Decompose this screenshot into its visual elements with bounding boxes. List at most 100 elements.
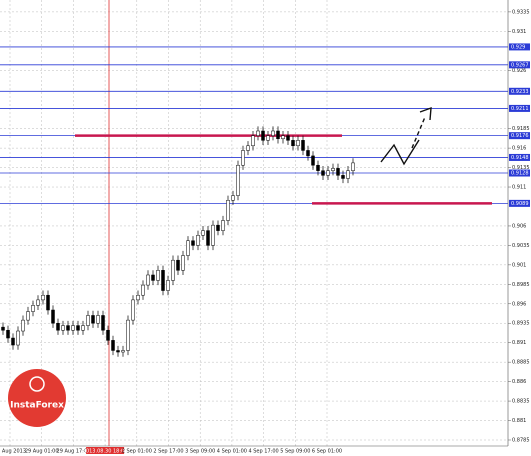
logo-text: InstaForex xyxy=(10,401,64,411)
y-tick-label: 0.9135 xyxy=(512,165,530,171)
level-label: 0.9233 xyxy=(511,89,529,95)
candle-body xyxy=(131,299,135,321)
candle-body xyxy=(286,135,290,141)
candles xyxy=(1,126,355,357)
candle-body xyxy=(231,195,235,201)
y-tick-label: 0.881 xyxy=(512,418,526,424)
candle-body xyxy=(321,170,325,176)
y-tick-label: 0.926 xyxy=(512,68,526,74)
candle-body xyxy=(166,280,170,291)
candle-body xyxy=(81,325,85,331)
y-tick-label: 0.911 xyxy=(512,185,526,191)
level-label: 0.929 xyxy=(511,44,525,50)
candle-body xyxy=(276,130,280,140)
candle-body xyxy=(196,235,200,246)
candle-body xyxy=(146,274,150,286)
candle-body xyxy=(96,315,100,324)
candle-body xyxy=(301,140,305,151)
candle-body xyxy=(101,315,105,331)
candle-body xyxy=(116,350,120,353)
axis: 0.8785 0.881 0.8835 0.886 0.8885 0.891 0.8935 0… xyxy=(0,9,530,455)
candle-body xyxy=(236,164,240,196)
candle-body xyxy=(181,255,185,271)
candle-body xyxy=(46,294,50,311)
candle-body xyxy=(56,322,60,331)
y-tick-label: 0.891 xyxy=(512,340,526,346)
candle-body xyxy=(266,135,270,141)
y-tick-label: 0.901 xyxy=(512,262,526,268)
y-tick-label: 0.8785 xyxy=(512,437,530,443)
candle-body xyxy=(306,150,310,157)
candle-body xyxy=(11,337,15,346)
candle-body xyxy=(136,294,140,301)
logo: InstaForex xyxy=(8,369,66,427)
y-tick-label: 0.8835 xyxy=(512,399,530,405)
x-tick-highlight xyxy=(86,447,125,454)
candle-body xyxy=(206,230,210,246)
candle-body xyxy=(16,330,20,346)
candle-body xyxy=(246,145,250,151)
candle-body xyxy=(111,340,115,351)
level-label: 0.9267 xyxy=(511,62,529,68)
forecast-arrowhead xyxy=(419,106,432,121)
candle-body xyxy=(66,325,70,331)
x-tick-label: 3 Sep 09:00 xyxy=(185,449,215,455)
candle-body xyxy=(201,230,205,236)
level-box xyxy=(509,169,530,177)
candle-body xyxy=(291,140,295,147)
candle-body xyxy=(251,135,255,147)
y-tick-label: 0.8885 xyxy=(512,360,530,366)
level-label: 0.9176 xyxy=(511,133,529,139)
candle-body xyxy=(311,155,315,166)
candle-body xyxy=(191,240,195,246)
candle-body xyxy=(281,135,285,140)
y-tick-label: 0.9335 xyxy=(512,9,530,15)
level-box xyxy=(509,61,530,69)
forecast-dashed xyxy=(411,116,426,149)
candle-body xyxy=(141,284,145,296)
candle-body xyxy=(341,175,345,179)
candle-body xyxy=(186,240,190,256)
candle-body xyxy=(221,220,225,231)
x-tick-label: 28 Aug 2013 xyxy=(0,449,26,455)
candle-body xyxy=(121,350,125,353)
candle-body xyxy=(346,170,350,179)
candle-body xyxy=(91,315,95,324)
level-box xyxy=(509,199,530,207)
level-label: 0.9211 xyxy=(511,106,529,112)
candle-body xyxy=(226,200,230,221)
level-box xyxy=(509,87,530,95)
candle-body xyxy=(126,319,130,351)
y-tick-label: 0.931 xyxy=(512,29,526,35)
candle-body xyxy=(336,168,340,176)
y-tick-label: 0.9185 xyxy=(512,126,530,132)
candle-body xyxy=(86,315,90,326)
x-tick-label: 29 Aug 17:00 xyxy=(57,449,91,455)
candle-body xyxy=(316,164,320,171)
x-tick-label: 5 Sep 09:00 xyxy=(280,449,310,455)
x-tick-label: 6 Sep 01:00 xyxy=(312,449,342,455)
y-tick-label: 0.9035 xyxy=(512,243,530,249)
forecast-path xyxy=(380,139,420,166)
candle-body xyxy=(41,294,45,301)
candle-body xyxy=(31,305,35,312)
candle-body xyxy=(216,224,220,231)
x-tick-label: 4 Sep 01:00 xyxy=(217,449,247,455)
y-tick-label: 0.916 xyxy=(512,146,526,152)
x-tick-label: 29 Aug 01:00 xyxy=(25,449,59,455)
level-box xyxy=(509,132,530,140)
candle-body xyxy=(71,325,75,331)
grid xyxy=(0,0,508,446)
level-label: 0.9089 xyxy=(511,201,529,207)
candle-body xyxy=(21,319,25,332)
candle-body xyxy=(241,150,245,166)
candle-body xyxy=(171,259,175,281)
candle-body xyxy=(26,311,30,321)
candle-body xyxy=(61,325,65,331)
candle-body xyxy=(76,325,80,331)
level-box xyxy=(509,153,530,161)
candle-body xyxy=(261,130,265,141)
candle-body xyxy=(156,270,160,281)
